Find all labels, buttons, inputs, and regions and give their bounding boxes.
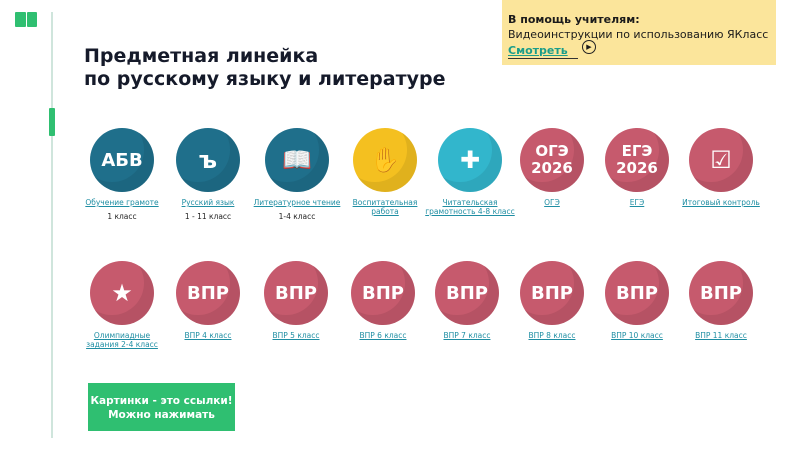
subject-link-row2-1[interactable]: ВПР ВПР 4 класс	[163, 261, 253, 340]
subject-label[interactable]: ВПР 4 класс	[184, 331, 232, 340]
subject-link-row1-2[interactable]: 📖 Литературное чтение 1-4 класс	[252, 128, 342, 221]
subject-link-row1-3[interactable]: ✋ Воспитательная работа	[340, 128, 430, 216]
subject-label[interactable]: Обучение грамоте	[85, 198, 159, 207]
title-line-2: по русскому языку и литературе	[84, 68, 446, 90]
icon-glyph: ☑	[710, 145, 732, 174]
subject-label[interactable]: ВПР 7 класс	[443, 331, 491, 340]
icon-glyph: ъ	[198, 145, 218, 174]
oge-icon[interactable]: ОГЭ 2026	[520, 128, 584, 192]
divider-line	[51, 12, 53, 438]
vpr-icon[interactable]: ВПР	[351, 261, 415, 325]
book-logo-icon	[15, 12, 37, 27]
subject-link-row2-5[interactable]: ВПР ВПР 8 класс	[507, 261, 597, 340]
subject-link-row2-0[interactable]: ★ Олимпиадные задания 2-4 класс	[77, 261, 167, 349]
icon-glyph: АБВ	[101, 149, 143, 171]
subject-link-row1-1[interactable]: ъ Русский язык 1 - 11 класс	[163, 128, 253, 221]
vpr-icon[interactable]: ВПР	[264, 261, 328, 325]
subject-link-row1-0[interactable]: АБВ Обучение грамоте 1 класс	[77, 128, 167, 221]
icon-glyph: ✋	[370, 145, 400, 174]
help-panel: В помощь учителям: Видеоинструкции по ис…	[502, 0, 776, 65]
page-title: Предметная линейка по русскому языку и л…	[84, 45, 445, 91]
grade-range: 1-4 класс	[278, 212, 316, 221]
subject-label[interactable]: Воспитательная работа	[352, 198, 418, 216]
vpr-icon[interactable]: ВПР	[435, 261, 499, 325]
slide-marker	[49, 108, 55, 136]
icon-glyph: ВПР	[275, 282, 317, 304]
grade-range: 1 класс	[107, 212, 137, 221]
links-hint-button[interactable]: Картинки - это ссылки! Можно нажимать	[88, 383, 235, 431]
subject-link-row2-4[interactable]: ВПР ВПР 7 класс	[422, 261, 512, 340]
icon-glyph: ВПР	[446, 282, 488, 304]
subject-label[interactable]: ВПР 10 класс	[611, 331, 663, 340]
subject-link-row1-6[interactable]: ЕГЭ 2026 ЕГЭ	[592, 128, 682, 207]
subject-link-row2-6[interactable]: ВПР ВПР 10 класс	[592, 261, 682, 340]
puzzle-icon[interactable]: ✚	[438, 128, 502, 192]
subject-link-row2-7[interactable]: ВПР ВПР 11 класс	[676, 261, 766, 340]
subject-link-row1-4[interactable]: ✚ Читательская грамотность 4-8 класс	[425, 128, 515, 216]
subject-label[interactable]: Итоговый контроль	[682, 198, 760, 207]
help-text: Видеоинструкции по использованию ЯКласс	[508, 28, 769, 41]
help-heading: В помощь учителям:	[508, 13, 640, 26]
icon-glyph: ВПР	[531, 282, 573, 304]
vpr-icon[interactable]: ВПР	[520, 261, 584, 325]
icon-glyph: ОГЭ 2026	[531, 142, 573, 177]
vpr-icon[interactable]: ВПР	[176, 261, 240, 325]
subject-label[interactable]: ВПР 11 класс	[695, 331, 747, 340]
abc-book-icon[interactable]: АБВ	[90, 128, 154, 192]
grade-range: 1 - 11 класс	[184, 212, 232, 221]
subject-label[interactable]: Олимпиадные задания 2-4 класс	[86, 331, 158, 349]
subject-label[interactable]: Русский язык	[181, 198, 235, 207]
subject-link-row2-3[interactable]: ВПР ВПР 6 класс	[338, 261, 428, 340]
icon-glyph: ★	[111, 278, 133, 307]
subject-label[interactable]: ЕГЭ	[629, 198, 645, 207]
icon-glyph: ЕГЭ 2026	[616, 142, 658, 177]
speech-bubble-icon[interactable]: ъ	[176, 128, 240, 192]
hand-heart-icon[interactable]: ✋	[353, 128, 417, 192]
vpr-icon[interactable]: ВПР	[689, 261, 753, 325]
medal-icon[interactable]: ★	[90, 261, 154, 325]
subject-label[interactable]: ВПР 8 класс	[528, 331, 576, 340]
play-icon[interactable]: ▶	[582, 40, 596, 54]
subject-label[interactable]: ОГЭ	[544, 198, 560, 207]
checklist-icon[interactable]: ☑	[689, 128, 753, 192]
icon-glyph: ВПР	[700, 282, 742, 304]
open-book-icon[interactable]: 📖	[265, 128, 329, 192]
title-line-1: Предметная линейка	[84, 45, 319, 67]
icon-glyph: ВПР	[187, 282, 229, 304]
icon-glyph: 📖	[282, 145, 312, 174]
subject-label[interactable]: ВПР 5 класс	[272, 331, 320, 340]
subject-label[interactable]: Читательская грамотность 4-8 класс	[425, 198, 515, 216]
subject-label[interactable]: ВПР 6 класс	[359, 331, 407, 340]
icon-glyph: ВПР	[616, 282, 658, 304]
subject-link-row1-5[interactable]: ОГЭ 2026 ОГЭ	[507, 128, 597, 207]
ege-icon[interactable]: ЕГЭ 2026	[605, 128, 669, 192]
subject-link-row2-2[interactable]: ВПР ВПР 5 класс	[251, 261, 341, 340]
icon-glyph: ВПР	[362, 282, 404, 304]
icon-glyph: ✚	[459, 145, 481, 174]
subject-label[interactable]: Литературное чтение	[253, 198, 341, 207]
subject-link-row1-7[interactable]: ☑ Итоговый контроль	[676, 128, 766, 207]
vpr-icon[interactable]: ВПР	[605, 261, 669, 325]
hint-line-1: Картинки - это ссылки!	[90, 395, 233, 407]
watch-link[interactable]: Смотреть	[508, 43, 578, 59]
hint-line-2: Можно нажимать	[108, 409, 215, 421]
